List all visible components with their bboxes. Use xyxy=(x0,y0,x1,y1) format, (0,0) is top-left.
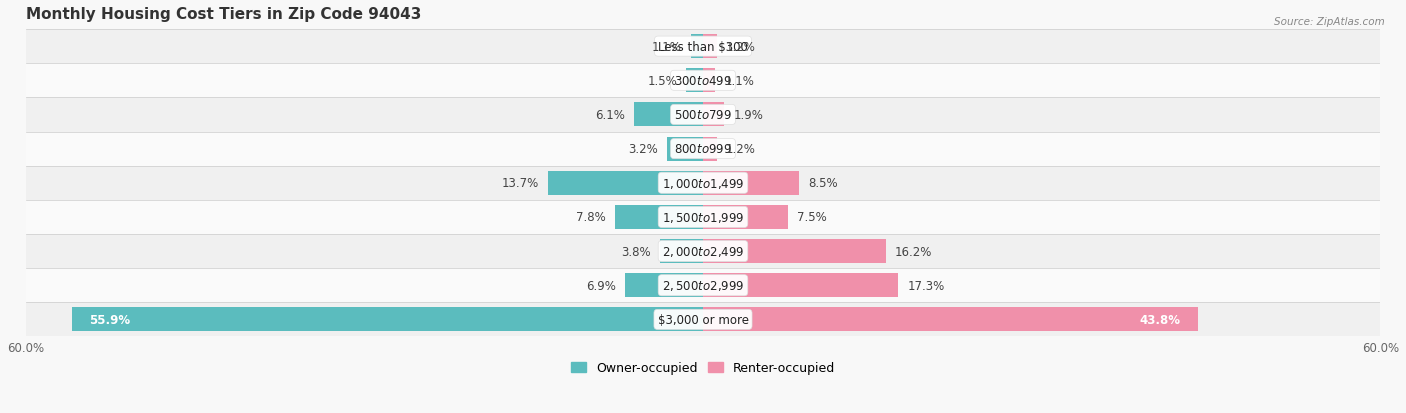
Bar xyxy=(666,137,703,161)
Text: 1.9%: 1.9% xyxy=(734,109,763,122)
Bar xyxy=(703,205,787,229)
Bar xyxy=(548,171,703,195)
Text: 16.2%: 16.2% xyxy=(896,245,932,258)
Text: 7.8%: 7.8% xyxy=(576,211,606,224)
Bar xyxy=(659,240,703,263)
Bar xyxy=(25,268,1381,303)
Bar xyxy=(25,235,1381,268)
Bar xyxy=(25,132,1381,166)
Text: Source: ZipAtlas.com: Source: ZipAtlas.com xyxy=(1274,17,1385,26)
Bar xyxy=(634,103,703,127)
Text: 3.8%: 3.8% xyxy=(621,245,651,258)
Text: $1,000 to $1,499: $1,000 to $1,499 xyxy=(662,176,744,190)
Text: $3,000 or more: $3,000 or more xyxy=(658,313,748,326)
Bar xyxy=(614,205,703,229)
Bar xyxy=(703,35,717,59)
Bar xyxy=(626,273,703,297)
Text: 1.1%: 1.1% xyxy=(651,40,682,54)
Text: 17.3%: 17.3% xyxy=(907,279,945,292)
Text: $500 to $799: $500 to $799 xyxy=(673,109,733,122)
Text: 7.5%: 7.5% xyxy=(797,211,827,224)
Bar xyxy=(703,273,898,297)
Text: $300 to $499: $300 to $499 xyxy=(673,75,733,88)
Text: 1.2%: 1.2% xyxy=(725,143,755,156)
Bar xyxy=(72,308,703,332)
Text: Less than $300: Less than $300 xyxy=(658,40,748,54)
Bar xyxy=(703,171,799,195)
Bar xyxy=(690,35,703,59)
Text: 1.1%: 1.1% xyxy=(724,75,755,88)
Text: 13.7%: 13.7% xyxy=(502,177,540,190)
Text: 8.5%: 8.5% xyxy=(808,177,838,190)
Bar xyxy=(25,30,1381,64)
Bar xyxy=(686,69,703,93)
Text: Monthly Housing Cost Tiers in Zip Code 94043: Monthly Housing Cost Tiers in Zip Code 9… xyxy=(25,7,420,22)
Bar xyxy=(703,103,724,127)
Text: $800 to $999: $800 to $999 xyxy=(673,143,733,156)
Bar xyxy=(703,240,886,263)
Bar xyxy=(25,166,1381,200)
Text: $2,000 to $2,499: $2,000 to $2,499 xyxy=(662,244,744,259)
Legend: Owner-occupied, Renter-occupied: Owner-occupied, Renter-occupied xyxy=(567,356,839,380)
Text: 3.2%: 3.2% xyxy=(628,143,658,156)
Text: 43.8%: 43.8% xyxy=(1140,313,1181,326)
Text: 1.2%: 1.2% xyxy=(725,40,755,54)
Bar xyxy=(703,137,717,161)
Bar xyxy=(703,69,716,93)
Text: 6.9%: 6.9% xyxy=(586,279,616,292)
Text: 55.9%: 55.9% xyxy=(89,313,129,326)
Text: 1.5%: 1.5% xyxy=(647,75,678,88)
Bar xyxy=(703,308,1198,332)
Text: $1,500 to $1,999: $1,500 to $1,999 xyxy=(662,210,744,224)
Bar xyxy=(25,303,1381,337)
Text: $2,500 to $2,999: $2,500 to $2,999 xyxy=(662,278,744,292)
Bar xyxy=(25,98,1381,132)
Bar xyxy=(25,64,1381,98)
Text: 6.1%: 6.1% xyxy=(595,109,626,122)
Bar xyxy=(25,200,1381,235)
